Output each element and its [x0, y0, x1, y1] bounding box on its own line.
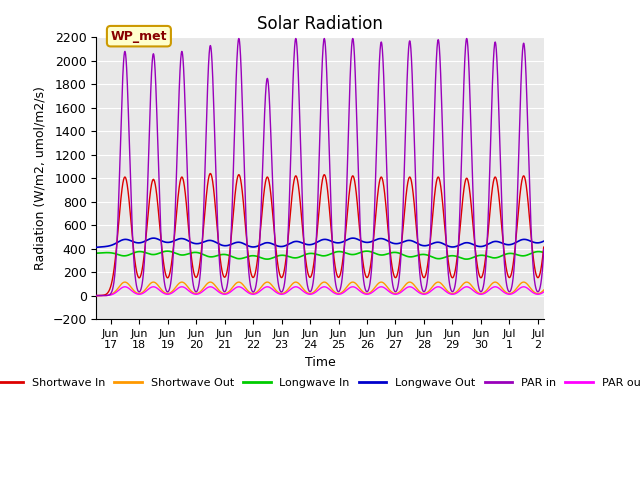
- X-axis label: Time: Time: [305, 356, 335, 369]
- Y-axis label: Radiation (W/m2, umol/m2/s): Radiation (W/m2, umol/m2/s): [34, 86, 47, 270]
- Title: Solar Radiation: Solar Radiation: [257, 15, 383, 33]
- Text: WP_met: WP_met: [111, 30, 167, 43]
- Legend: Shortwave In, Shortwave Out, Longwave In, Longwave Out, PAR in, PAR out: Shortwave In, Shortwave Out, Longwave In…: [0, 373, 640, 392]
